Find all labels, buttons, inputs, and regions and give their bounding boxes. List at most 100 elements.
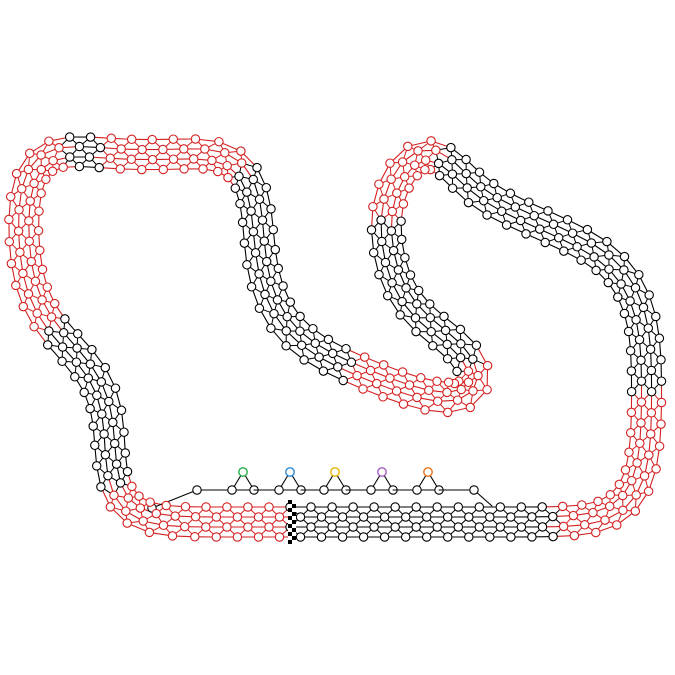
track-node bbox=[316, 512, 327, 522]
track-node bbox=[158, 144, 168, 155]
track-node bbox=[26, 256, 37, 267]
track-node bbox=[401, 283, 411, 293]
track-node bbox=[358, 512, 369, 522]
track-node bbox=[234, 171, 244, 182]
track-node bbox=[266, 276, 276, 287]
track-node bbox=[170, 511, 180, 521]
track-node bbox=[630, 283, 641, 293]
track-node bbox=[476, 182, 486, 192]
track-node bbox=[65, 152, 75, 162]
track-node bbox=[79, 387, 89, 398]
track-node bbox=[358, 532, 369, 542]
track-node bbox=[213, 166, 223, 177]
track-node bbox=[379, 512, 390, 522]
track-node bbox=[253, 532, 264, 542]
track-node bbox=[453, 522, 464, 532]
track-node bbox=[295, 326, 305, 336]
track-node bbox=[400, 512, 411, 522]
track-node bbox=[337, 532, 348, 542]
track-node bbox=[323, 334, 334, 345]
pit-node bbox=[192, 485, 202, 495]
track-node bbox=[243, 502, 253, 512]
track-node bbox=[603, 277, 614, 288]
track-node bbox=[106, 133, 117, 144]
track-node bbox=[348, 502, 358, 512]
track-node bbox=[591, 527, 601, 538]
track-node bbox=[489, 178, 499, 189]
track-node bbox=[72, 343, 82, 353]
track-node bbox=[412, 170, 423, 181]
track-node bbox=[510, 202, 521, 212]
track-node bbox=[100, 362, 111, 373]
track-node bbox=[254, 303, 265, 314]
track-node bbox=[96, 482, 106, 492]
track-node bbox=[120, 448, 131, 458]
track-node bbox=[396, 216, 406, 226]
finish-line-square bbox=[292, 540, 296, 544]
track-node bbox=[395, 310, 405, 320]
track-node bbox=[296, 340, 307, 351]
track-node bbox=[47, 166, 58, 177]
finish-line-square bbox=[288, 520, 292, 524]
finish-line-square bbox=[288, 508, 292, 512]
finish-line-square bbox=[288, 504, 292, 508]
track-node bbox=[115, 478, 126, 488]
track-node bbox=[632, 458, 642, 468]
track-node bbox=[619, 251, 630, 262]
track-nodes bbox=[4, 132, 667, 542]
track-node bbox=[264, 502, 274, 512]
track-node bbox=[442, 512, 453, 522]
track-node bbox=[398, 199, 409, 209]
track-node bbox=[393, 265, 404, 275]
track-node bbox=[442, 354, 453, 364]
track-node bbox=[537, 502, 547, 512]
track-node bbox=[266, 204, 276, 214]
track-node bbox=[410, 313, 421, 323]
track-node bbox=[612, 520, 622, 530]
track-node bbox=[392, 188, 402, 198]
track-node bbox=[4, 214, 14, 225]
track-node bbox=[644, 450, 654, 460]
track-node bbox=[501, 220, 512, 230]
track-node bbox=[589, 252, 599, 262]
track-node bbox=[359, 352, 370, 362]
track-node bbox=[259, 236, 270, 246]
track-node bbox=[54, 143, 64, 153]
finish-line-square bbox=[288, 512, 292, 516]
track-node bbox=[412, 299, 422, 309]
track-node bbox=[252, 162, 262, 173]
track-node bbox=[151, 508, 162, 519]
track-node bbox=[200, 144, 210, 154]
track-node bbox=[91, 461, 102, 471]
track-node bbox=[432, 502, 442, 512]
pit-node bbox=[366, 485, 376, 495]
track-node bbox=[452, 395, 463, 405]
track-node bbox=[432, 376, 442, 387]
track-node bbox=[111, 459, 122, 469]
track-node bbox=[482, 384, 492, 395]
track-node bbox=[456, 339, 466, 349]
track-node bbox=[506, 532, 516, 542]
track-node bbox=[248, 174, 259, 185]
track-node bbox=[239, 238, 250, 248]
track-node bbox=[42, 340, 53, 350]
track-node bbox=[636, 418, 646, 428]
track-node bbox=[272, 295, 283, 305]
track-node bbox=[626, 386, 637, 397]
track-node bbox=[411, 326, 421, 337]
track-node bbox=[222, 502, 232, 512]
track-node bbox=[11, 168, 22, 179]
track-node bbox=[60, 314, 70, 324]
track-node bbox=[270, 244, 281, 255]
track-node bbox=[396, 234, 407, 245]
track-node bbox=[654, 441, 665, 451]
track-node bbox=[643, 323, 654, 333]
track-node bbox=[168, 134, 179, 144]
track-node bbox=[656, 355, 666, 365]
track-node bbox=[474, 167, 485, 177]
track-node bbox=[138, 516, 148, 526]
track-node bbox=[431, 145, 441, 156]
pit-edge bbox=[151, 489, 198, 509]
track-node bbox=[137, 144, 147, 155]
track-node bbox=[646, 365, 657, 376]
